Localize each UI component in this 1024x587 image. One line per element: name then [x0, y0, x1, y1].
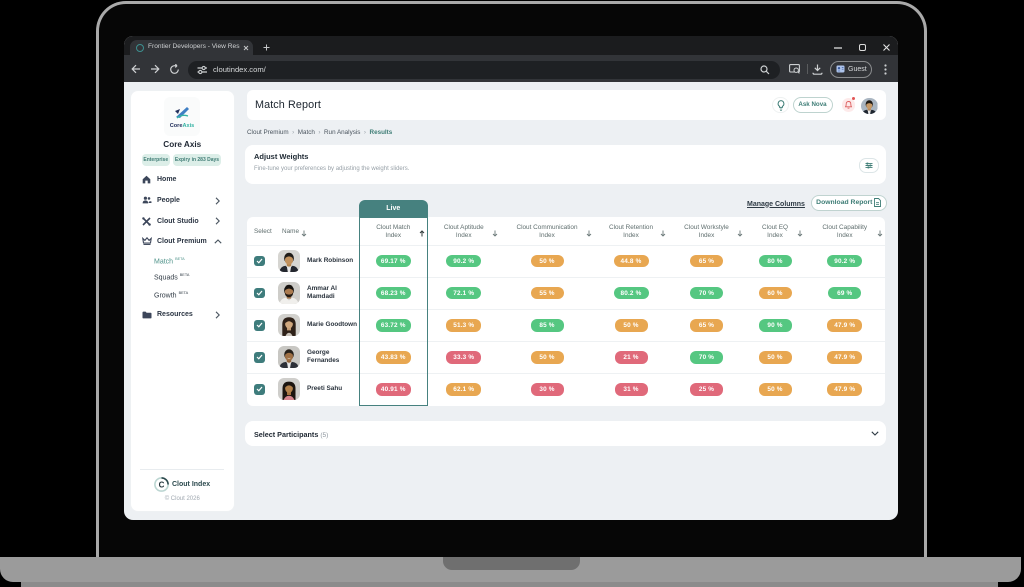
svg-text:C: C: [158, 480, 164, 489]
